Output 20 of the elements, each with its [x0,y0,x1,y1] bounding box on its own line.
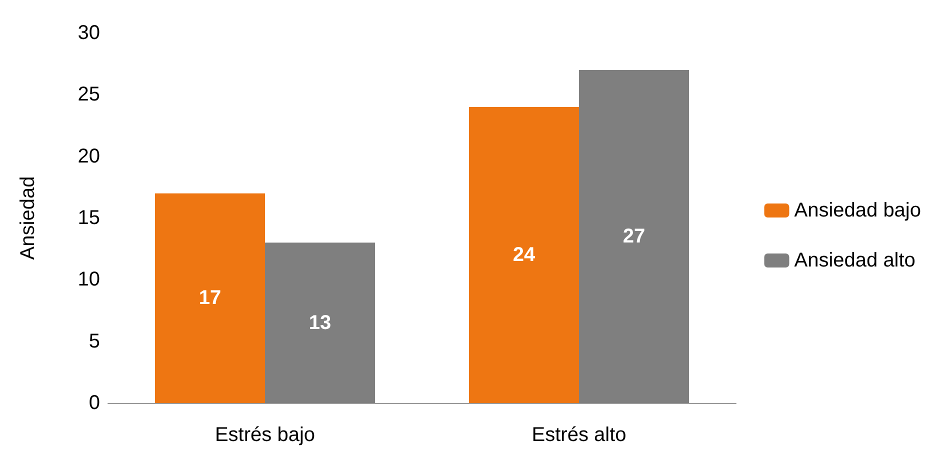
x-tick-label: Estrés alto [532,424,626,446]
x-tick-label: Estrés bajo [214,424,316,446]
bar [469,107,579,403]
y-axis-title: Ansiedad [17,176,39,260]
y-tick-label: 10 [78,268,100,291]
data-label: 27 [622,226,646,248]
y-tick-label: 20 [78,145,100,168]
y-tick-label: 15 [78,207,100,229]
y-tick-label: 5 [88,330,100,352]
legend-label: Ansiedad bajo [794,200,922,222]
data-label: 13 [308,312,332,334]
y-tick-label: 25 [78,84,100,106]
bar [155,193,265,403]
data-label: 24 [512,244,536,266]
y-tick-label: 30 [78,22,100,44]
data-label: 17 [198,287,222,310]
legend-label: Ansiedad alto [794,250,916,272]
bar [265,242,375,403]
y-tick-label: 0 [88,392,100,414]
bar [579,70,689,403]
